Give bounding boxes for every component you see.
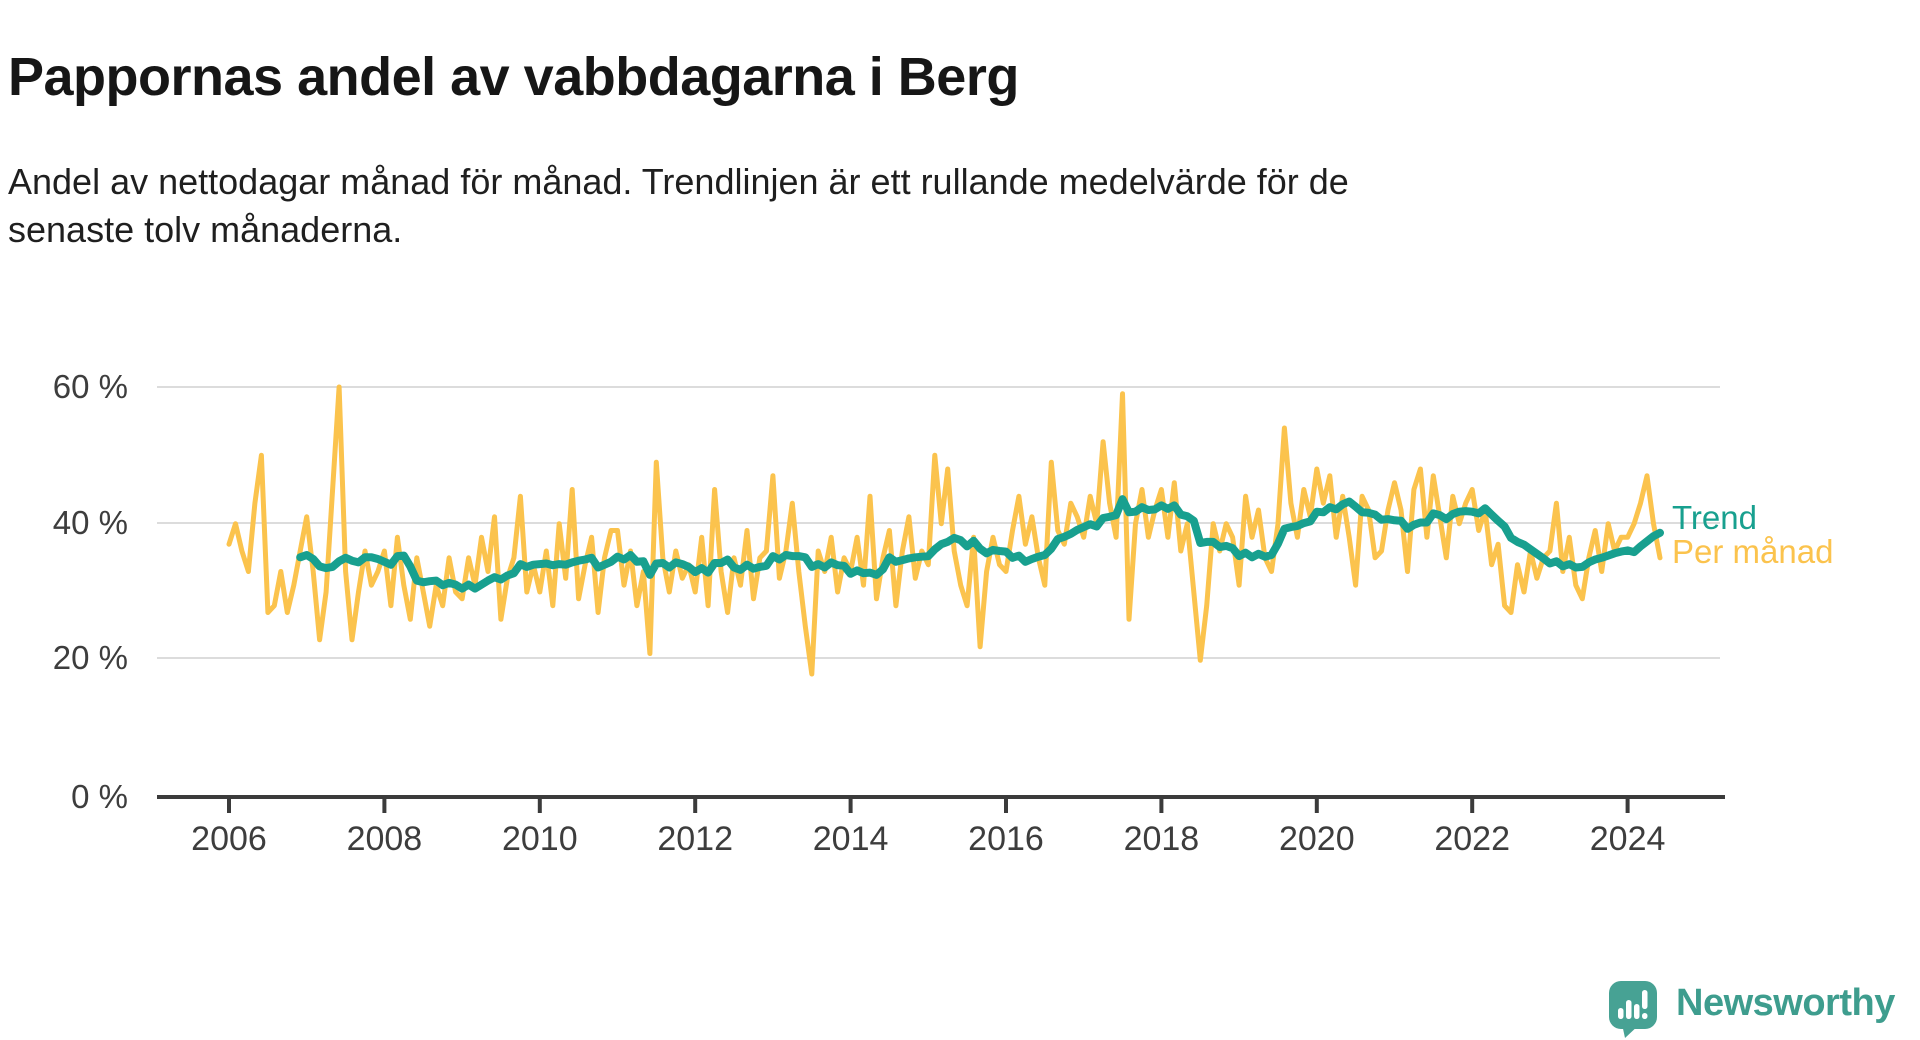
x-tick-label-2024: 2024 [1589, 820, 1666, 858]
page-subtitle: Andel av nettodagar månad för månad. Tre… [8, 161, 1349, 250]
logo-box [1609, 981, 1657, 1029]
y-tick-label-20: 20 % [52, 639, 128, 676]
x-tick-label-2006: 2006 [191, 820, 267, 858]
legend-per-month: Per månad [1672, 533, 1834, 570]
x-axis-ticks [227, 797, 1630, 813]
x-tick-label-2022: 2022 [1434, 820, 1510, 858]
legend-trend: Trend [1672, 499, 1757, 536]
y-tick-label-60: 60 % [52, 368, 128, 405]
x-tick-label-2016: 2016 [968, 820, 1044, 858]
y-tick-label-0: 0 % [71, 778, 128, 815]
page-title: Pappornas andel av vabbdagarna i Berg [8, 47, 1019, 108]
y-tick-label-40: 40 % [52, 504, 128, 541]
logo-bar-chart-icon [1618, 990, 1648, 1019]
brand-footer: Newsworthy [1608, 980, 1895, 1040]
x-axis [157, 795, 1725, 813]
x-tick-label-2008: 2008 [346, 820, 423, 858]
logo-exclamation-dot [1642, 1013, 1648, 1019]
newsworthy-logo-icon [1609, 981, 1657, 1038]
x-tick-label-2012: 2012 [657, 820, 733, 858]
brand-name: Newsworthy [1676, 982, 1895, 1024]
logo-exclamation-stem [1642, 990, 1648, 1009]
x-tick-label-2014: 2014 [812, 820, 889, 858]
x-tick-label-2020: 2020 [1278, 820, 1355, 858]
x-tick-label-2010: 2010 [501, 820, 578, 858]
x-tick-label-2018: 2018 [1123, 820, 1200, 858]
per-month-line [226, 384, 1663, 677]
trend-line [296, 495, 1664, 593]
